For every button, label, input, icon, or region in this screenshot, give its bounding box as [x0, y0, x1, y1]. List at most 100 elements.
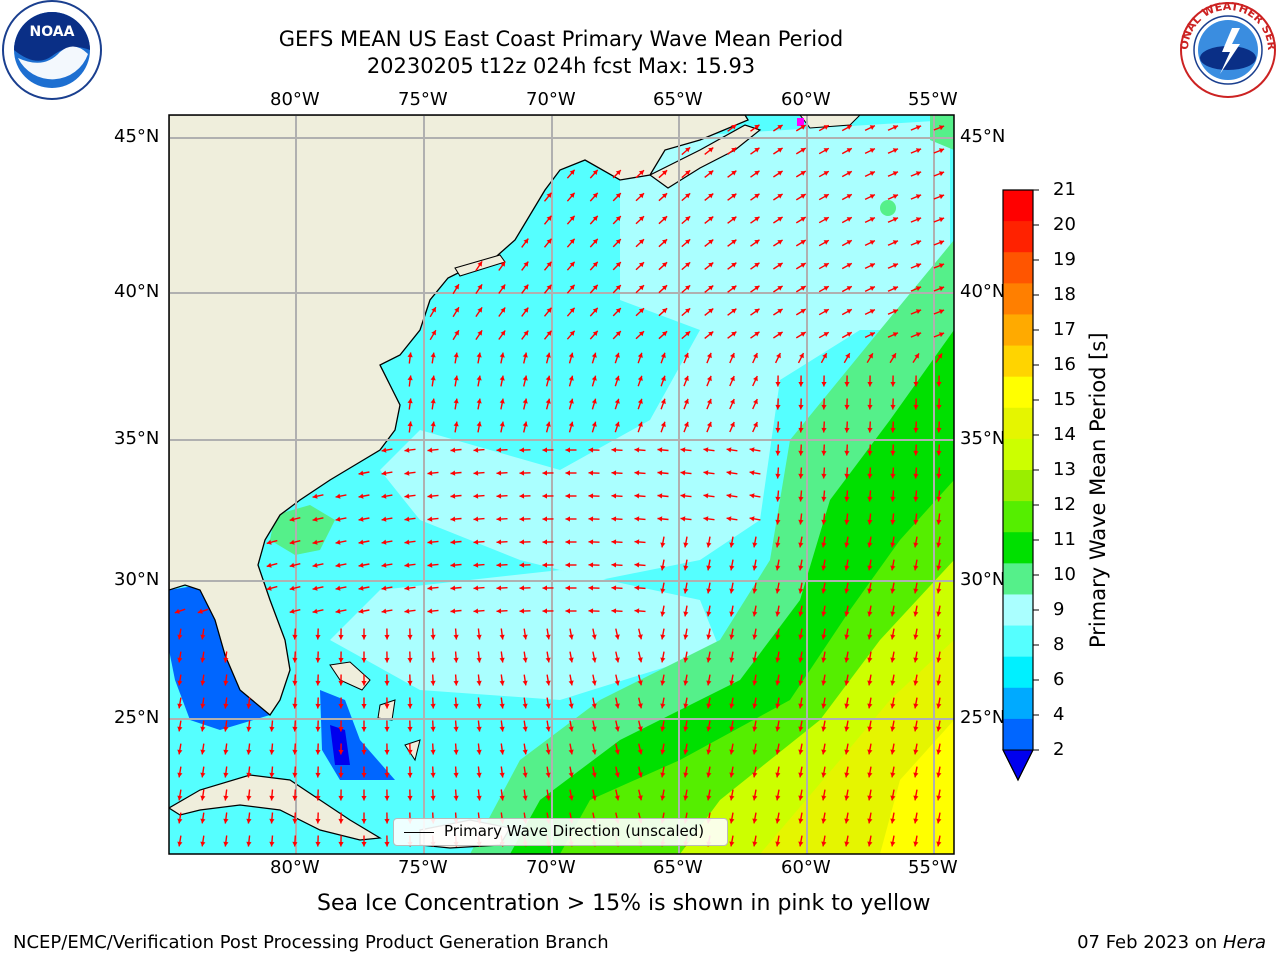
wave-arrow-head — [777, 263, 783, 268]
wave-arrow-head — [545, 772, 551, 778]
nova-scotia-land — [648, 124, 762, 189]
colorbar-tick-label: 8 — [1053, 634, 1065, 655]
period-14-15-region — [880, 720, 954, 854]
wave-arrow-head — [634, 470, 640, 476]
wave-arrow-head — [588, 608, 594, 614]
wave-arrow-head — [846, 217, 852, 222]
wave-arrow-head — [798, 427, 804, 433]
wave-arrow-head — [427, 447, 433, 453]
wave-arrow-head — [519, 516, 525, 522]
wave-arrow-head — [798, 382, 804, 387]
wave-arrow-head — [523, 330, 529, 336]
wave-arrow-head — [476, 657, 482, 663]
wave-arrow-head — [634, 562, 640, 568]
wave-arrow-head — [177, 772, 183, 778]
wave-arrow-head — [777, 148, 783, 153]
wave-arrow-head — [496, 539, 502, 545]
wave-arrow-head — [754, 308, 760, 314]
lat-label-right-35n: 35°N — [960, 428, 1006, 449]
wave-arrow-head — [844, 473, 850, 479]
wave-arrow-head — [868, 353, 873, 359]
wave-arrow-head — [867, 680, 873, 686]
wave-arrow-head — [522, 352, 528, 358]
wave-arrow-head — [453, 421, 459, 427]
wave-arrow-head — [729, 634, 735, 640]
wave-arrow-head — [615, 285, 621, 291]
wave-arrow-head — [754, 239, 760, 245]
wave-arrow-head — [499, 398, 505, 404]
wave-arrow-head — [542, 539, 547, 545]
wave-arrow-head — [450, 516, 456, 522]
wave-arrow-head — [592, 215, 598, 221]
wave-arrow-head — [660, 421, 666, 427]
wave-arrow-head — [266, 562, 272, 568]
wave-arrow-head — [522, 726, 528, 732]
wave-arrow-head — [634, 493, 640, 499]
wave-arrow-head — [384, 680, 390, 686]
wave-arrow-head — [821, 473, 827, 479]
wave-arrow-head — [546, 284, 552, 290]
wave-arrow-head — [844, 772, 850, 778]
wave-arrow-head — [404, 447, 410, 453]
wave-arrow-head — [936, 565, 942, 571]
wave-arrow-head — [292, 772, 298, 778]
wave-arrow-head — [869, 309, 875, 314]
wave-arrow-head — [338, 726, 344, 732]
wave-arrow-head — [223, 818, 229, 824]
wave-arrow-head — [685, 285, 691, 291]
wave-arrow-head — [546, 238, 552, 244]
wave-arrow-head — [522, 703, 528, 709]
wave-arrow-head — [867, 496, 873, 502]
wave-arrow-head — [542, 585, 547, 591]
wave-arrow-head — [546, 261, 552, 267]
wave-arrow-head — [729, 542, 735, 548]
wave-arrow-head — [292, 703, 298, 709]
wave-arrow-head — [200, 703, 206, 709]
wave-arrow-head — [685, 308, 691, 314]
wave-arrow-head — [662, 308, 668, 314]
wave-arrow-head — [269, 818, 275, 824]
wave-arrow-head — [223, 703, 229, 709]
wave-arrow-head — [638, 216, 644, 222]
wave-arrow-head — [777, 286, 783, 291]
wave-arrow-head — [939, 125, 945, 131]
wave-arrow-head — [823, 171, 829, 176]
wave-arrow-head — [685, 239, 691, 245]
wave-arrow-head — [846, 263, 852, 268]
wave-arrow-head — [614, 657, 620, 663]
wave-arrow-head — [915, 194, 922, 199]
wave-arrow-head — [867, 542, 873, 548]
wave-arrow-head — [269, 726, 275, 732]
wave-arrow-head — [683, 375, 689, 381]
wave-arrow-head — [683, 657, 689, 663]
wave-arrow-head — [611, 539, 617, 545]
wave-arrow-head — [453, 772, 459, 778]
wave-arrow-head — [821, 611, 827, 617]
wave-arrow-head — [614, 680, 620, 686]
wave-arrow-head — [292, 726, 298, 732]
wave-arrow-head — [476, 634, 482, 640]
wave-arrow-head — [660, 703, 666, 709]
wave-arrow-head — [683, 726, 689, 732]
wave-arrow-head — [545, 749, 551, 755]
wave-arrow-head — [685, 262, 691, 268]
wave-arrow-head — [890, 680, 896, 686]
wave-arrow-head — [545, 634, 551, 640]
wave-arrow-head — [753, 399, 758, 405]
wave-arrow-head — [936, 588, 942, 594]
wave-arrow-head — [706, 772, 712, 778]
wave-arrow-head — [545, 703, 551, 709]
wave-arrow-head — [890, 542, 896, 548]
wave-arrow-head — [680, 516, 686, 522]
wave-arrow-head — [269, 772, 275, 778]
colorbar-segment — [1003, 532, 1033, 564]
lat-label-left-25n: 25°N — [114, 707, 160, 728]
wave-arrow-head — [844, 680, 850, 686]
wave-arrow-head — [381, 493, 387, 499]
wave-arrow-head — [749, 470, 755, 476]
wave-arrow-head — [660, 749, 666, 755]
lon-label-top-55w: 55°W — [908, 89, 958, 110]
wave-arrow-head — [614, 772, 620, 778]
wave-arrow-head — [752, 772, 758, 778]
wave-arrow-head — [685, 147, 691, 153]
